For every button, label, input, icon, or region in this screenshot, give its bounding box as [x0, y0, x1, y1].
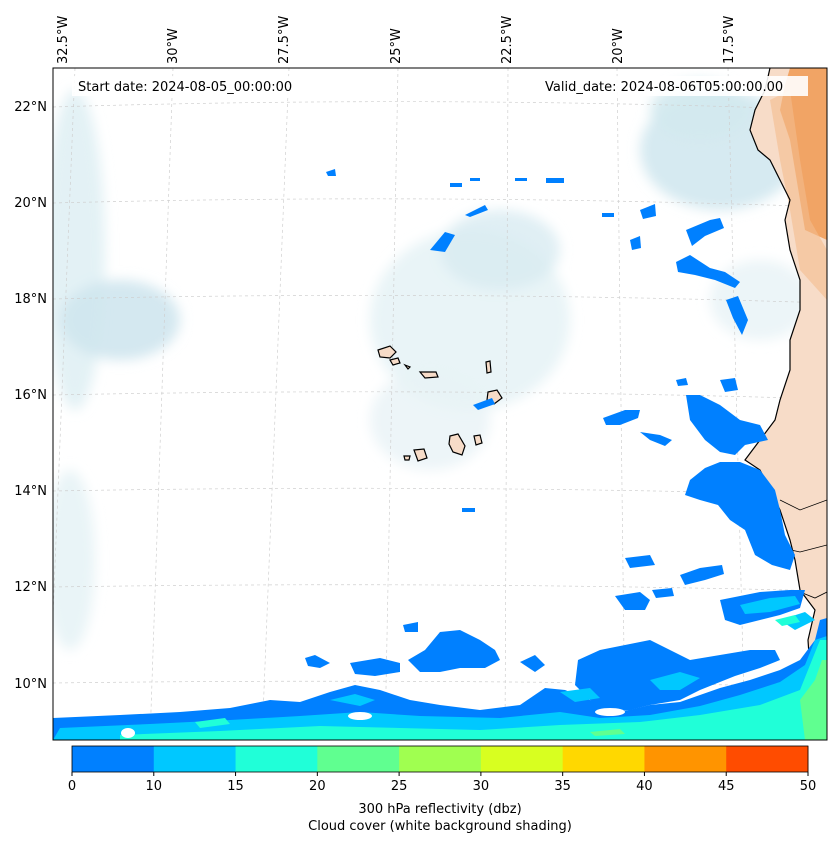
map-frame — [52, 67, 828, 741]
colorbar-segment — [235, 746, 318, 772]
colorbar-tick-label: 15 — [227, 779, 244, 794]
longitude-labels: 32.5°W 30°W 27.5°W 25°W 22.5°W 20°W 17.5… — [56, 16, 737, 64]
lon-label: 30°W — [166, 28, 181, 64]
lon-label: 27.5°W — [277, 16, 292, 64]
lat-label: 20°N — [14, 196, 47, 211]
colorbar-tick-label: 45 — [718, 779, 735, 794]
colorbar-tick-label: 50 — [800, 779, 817, 794]
lat-label: 18°N — [14, 292, 47, 307]
colorbar-segment — [480, 746, 564, 772]
lon-label: 22.5°W — [500, 16, 515, 64]
colorbar-sublabel: Cloud cover (white background shading) — [308, 819, 572, 834]
lat-label: 16°N — [14, 388, 47, 403]
start-date-label: Start date: 2024-08-05_00:00:00 — [78, 80, 292, 95]
colorbar-tick-label: 30 — [473, 779, 490, 794]
colorbar-segment — [399, 746, 482, 772]
lon-label: 32.5°W — [56, 16, 71, 64]
coastline — [744, 68, 816, 740]
lat-label: 10°N — [14, 677, 47, 692]
valid-date-label: Valid_date: 2024-08-06T05:00:00.00 — [545, 80, 783, 95]
colorbar-tick-label: 35 — [554, 779, 571, 794]
colorbar: 0 10 15 20 25 30 35 40 45 50 — [68, 745, 817, 794]
dust-shading-light — [770, 90, 827, 300]
border-line — [799, 591, 827, 599]
gridlines — [53, 68, 827, 740]
colorbar-tick-label: 10 — [146, 779, 163, 794]
lat-label: 14°N — [14, 484, 47, 499]
map-panel — [53, 68, 827, 740]
colorbar-frame — [71, 745, 809, 773]
colorbar-segment — [72, 746, 155, 772]
colorbar-tick-label: 40 — [636, 779, 653, 794]
lat-label: 22°N — [14, 100, 47, 115]
colorbar-tick-label: 25 — [391, 779, 408, 794]
colorbar-segment — [153, 746, 237, 772]
latitude-labels: 22°N 20°N 18°N 16°N 14°N 12°N 10°N — [14, 100, 47, 692]
colorbar-segment — [562, 746, 645, 772]
border-line — [779, 499, 827, 511]
lon-label: 17.5°W — [722, 16, 737, 64]
lat-label: 12°N — [14, 580, 47, 595]
lon-label: 25°W — [389, 28, 404, 64]
clear-gaps — [121, 708, 625, 738]
colorbar-label: 300 hPa reflectivity (dbz) — [358, 802, 521, 817]
colorbar-segment — [726, 746, 809, 772]
reflectivity-15-20 — [120, 615, 827, 740]
colorbar-segment — [317, 746, 400, 772]
colorbar-segment — [644, 746, 727, 772]
colorbar-tick-label: 20 — [309, 779, 326, 794]
lon-label: 20°W — [611, 28, 626, 64]
colorbar-tick-label: 0 — [68, 779, 76, 794]
reflectivity-20-25 — [590, 660, 827, 740]
